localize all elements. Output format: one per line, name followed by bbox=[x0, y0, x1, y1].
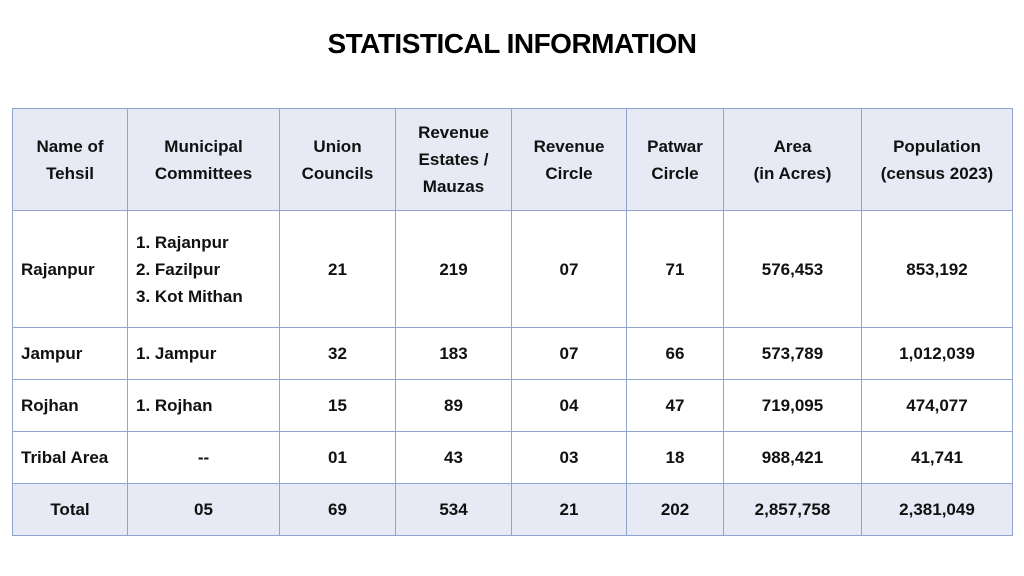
patwar-circle: 47 bbox=[626, 379, 724, 432]
total-label: Total bbox=[12, 483, 128, 536]
header-population: Population (census 2023) bbox=[861, 108, 1013, 211]
header-revenue-estates: Revenue Estates / Mauzas bbox=[395, 108, 512, 211]
revenue-circle: 07 bbox=[511, 210, 627, 328]
patwar-circle: 71 bbox=[626, 210, 724, 328]
area: 719,095 bbox=[723, 379, 862, 432]
tehsil-name: Jampur bbox=[12, 327, 128, 380]
population: 853,192 bbox=[861, 210, 1013, 328]
revenue-estates: 183 bbox=[395, 327, 512, 380]
table-row: Jampur 1. Jampur 32 183 07 66 573,789 1,… bbox=[12, 327, 1013, 380]
total-patwar-circle: 202 bbox=[626, 483, 724, 536]
table-row: Rojhan 1. Rojhan 15 89 04 47 719,095 474… bbox=[12, 379, 1013, 432]
union-councils: 32 bbox=[279, 327, 396, 380]
header-union-councils: Union Councils bbox=[279, 108, 396, 211]
population: 41,741 bbox=[861, 431, 1013, 484]
area: 573,789 bbox=[723, 327, 862, 380]
table-row: Tribal Area -- 01 43 03 18 988,421 41,74… bbox=[12, 431, 1013, 484]
union-councils: 21 bbox=[279, 210, 396, 328]
revenue-estates: 219 bbox=[395, 210, 512, 328]
tehsil-name: Rajanpur bbox=[12, 210, 128, 328]
population: 474,077 bbox=[861, 379, 1013, 432]
tehsil-name: Tribal Area bbox=[12, 431, 128, 484]
union-councils: 01 bbox=[279, 431, 396, 484]
total-municipal-committees: 05 bbox=[127, 483, 280, 536]
revenue-estates: 89 bbox=[395, 379, 512, 432]
table-row: Rajanpur 1. Rajanpur 2. Fazilpur 3. Kot … bbox=[12, 210, 1013, 328]
total-area: 2,857,758 bbox=[723, 483, 862, 536]
union-councils: 15 bbox=[279, 379, 396, 432]
header-tehsil: Name of Tehsil bbox=[12, 108, 128, 211]
total-revenue-estates: 534 bbox=[395, 483, 512, 536]
revenue-circle: 07 bbox=[511, 327, 627, 380]
revenue-circle: 04 bbox=[511, 379, 627, 432]
header-patwar-circle: Patwar Circle bbox=[626, 108, 724, 211]
municipal-committees: 1. Rajanpur 2. Fazilpur 3. Kot Mithan bbox=[127, 210, 280, 328]
area: 988,421 bbox=[723, 431, 862, 484]
patwar-circle: 18 bbox=[626, 431, 724, 484]
total-population: 2,381,049 bbox=[861, 483, 1013, 536]
header-revenue-circle: Revenue Circle bbox=[511, 108, 627, 211]
population: 1,012,039 bbox=[861, 327, 1013, 380]
municipal-committees: -- bbox=[127, 431, 280, 484]
municipal-committees: 1. Rojhan bbox=[127, 379, 280, 432]
statistics-table: Name of Tehsil Municipal Committees Unio… bbox=[12, 108, 1013, 536]
page-title: STATISTICAL INFORMATION bbox=[327, 28, 697, 59]
total-revenue-circle: 21 bbox=[511, 483, 627, 536]
municipal-committees: 1. Jampur bbox=[127, 327, 280, 380]
header-row: Name of Tehsil Municipal Committees Unio… bbox=[12, 108, 1013, 211]
revenue-circle: 03 bbox=[511, 431, 627, 484]
total-row: Total 05 69 534 21 202 2,857,758 2,381,0… bbox=[12, 483, 1013, 536]
revenue-estates: 43 bbox=[395, 431, 512, 484]
area: 576,453 bbox=[723, 210, 862, 328]
total-union-councils: 69 bbox=[279, 483, 396, 536]
tehsil-name: Rojhan bbox=[12, 379, 128, 432]
header-area: Area (in Acres) bbox=[723, 108, 862, 211]
patwar-circle: 66 bbox=[626, 327, 724, 380]
header-municipal-committees: Municipal Committees bbox=[127, 108, 280, 211]
